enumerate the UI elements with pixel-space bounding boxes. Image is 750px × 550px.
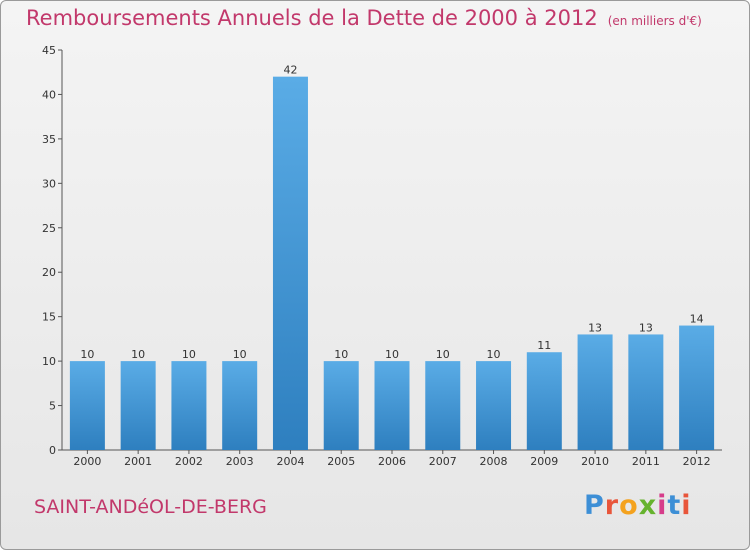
x-tick-label: 2003	[226, 455, 254, 468]
bar-value-label: 13	[639, 321, 653, 334]
bar-value-label: 10	[131, 348, 145, 361]
bar-value-label: 10	[80, 348, 94, 361]
x-tick-label: 2007	[429, 455, 457, 468]
x-tick-label: 2008	[480, 455, 508, 468]
bar	[171, 361, 207, 450]
x-tick-label: 2011	[632, 455, 660, 468]
x-tick-label: 2012	[683, 455, 711, 468]
bar	[69, 361, 105, 450]
x-tick-label: 2004	[276, 455, 304, 468]
bar-value-label: 10	[233, 348, 247, 361]
bar-value-label: 11	[537, 339, 551, 352]
chart-title: Remboursements Annuels de la Dette de 20…	[26, 6, 702, 30]
logo-letter: r	[604, 490, 620, 521]
y-tick-label: 20	[42, 266, 56, 279]
title-text: Remboursements Annuels de la Dette de 20…	[26, 6, 598, 30]
bar-value-label: 10	[487, 348, 501, 361]
logo-letter: P	[584, 490, 605, 521]
proxiti-logo: Proxiti	[584, 490, 692, 521]
bar	[222, 361, 258, 450]
x-tick-label: 2006	[378, 455, 406, 468]
bars: 10 10 10 10 42 10 10 10 10 11 13 13 14	[69, 64, 715, 451]
y-tick-label: 35	[42, 133, 56, 146]
logo-letter: i	[681, 490, 692, 521]
bar	[679, 325, 715, 450]
logo-letter: x	[638, 490, 658, 521]
bar	[526, 352, 562, 450]
bar-value-label: 42	[283, 64, 297, 77]
y-tick-label: 40	[42, 88, 56, 101]
y-tick-label: 15	[42, 311, 56, 324]
logo-letter: o	[619, 490, 639, 521]
y-tick-label: 45	[42, 44, 56, 57]
bar-value-label: 10	[334, 348, 348, 361]
logo-letter: t	[667, 490, 682, 521]
x-tick-label: 2002	[175, 455, 203, 468]
bar-value-label: 14	[690, 313, 704, 326]
y-tick-label: 30	[42, 177, 56, 190]
bar	[628, 334, 664, 450]
bar	[120, 361, 156, 450]
x-tick-label: 2010	[581, 455, 609, 468]
logo-letter: i	[657, 490, 668, 521]
x-tick-label: 2005	[327, 455, 355, 468]
bar	[476, 361, 512, 450]
commune-name: SAINT-ANDéOL-DE-BERG	[34, 496, 267, 518]
title-unit: (en milliers d'€)	[607, 14, 702, 28]
bar	[577, 334, 613, 450]
bar-value-label: 10	[182, 348, 196, 361]
y-tick-label: 25	[42, 222, 56, 235]
y-tick-label: 10	[42, 355, 56, 368]
x-tick-label: 2009	[530, 455, 558, 468]
bar-value-label: 10	[436, 348, 450, 361]
y-tick-label: 0	[49, 444, 56, 457]
bar	[374, 361, 410, 450]
y-tick-label: 5	[49, 400, 56, 413]
bar	[272, 76, 308, 451]
bar	[425, 361, 461, 450]
bar-value-label: 10	[385, 348, 399, 361]
bar	[323, 361, 359, 450]
bar-value-label: 13	[588, 321, 602, 334]
x-tick-label: 2000	[73, 455, 101, 468]
x-tick-label: 2001	[124, 455, 152, 468]
